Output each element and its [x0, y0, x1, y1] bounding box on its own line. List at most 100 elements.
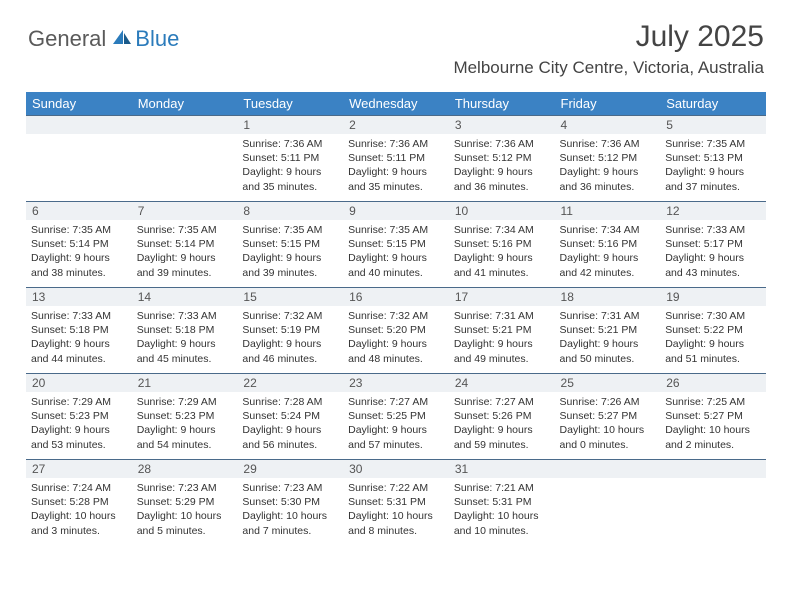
calendar-cell: 15Sunrise: 7:32 AMSunset: 5:19 PMDayligh…	[237, 287, 343, 373]
detail-line: Sunset: 5:12 PM	[454, 151, 550, 165]
detail-line: and 49 minutes.	[454, 352, 550, 366]
detail-line: Daylight: 9 hours	[137, 423, 233, 437]
detail-line: Sunset: 5:16 PM	[454, 237, 550, 251]
detail-line: Sunset: 5:15 PM	[242, 237, 338, 251]
detail-line: Sunrise: 7:33 AM	[665, 223, 761, 237]
detail-line: Daylight: 10 hours	[31, 509, 127, 523]
calendar-cell: 24Sunrise: 7:27 AMSunset: 5:26 PMDayligh…	[449, 373, 555, 459]
detail-line: Daylight: 9 hours	[242, 423, 338, 437]
detail-line: Daylight: 10 hours	[454, 509, 550, 523]
day-number: 29	[237, 459, 343, 478]
detail-line: Sunset: 5:23 PM	[137, 409, 233, 423]
detail-line: and 39 minutes.	[137, 266, 233, 280]
day-number: 12	[660, 201, 766, 220]
weekday-header-row: SundayMondayTuesdayWednesdayThursdayFrid…	[26, 92, 766, 115]
day-details: Sunrise: 7:24 AMSunset: 5:28 PMDaylight:…	[26, 478, 132, 564]
day-number: 17	[449, 287, 555, 306]
detail-line: Sunrise: 7:33 AM	[31, 309, 127, 323]
day-number-empty	[555, 459, 661, 478]
day-number: 21	[132, 373, 238, 392]
detail-line: and 5 minutes.	[137, 524, 233, 538]
day-number-empty	[132, 115, 238, 134]
day-number: 16	[343, 287, 449, 306]
calendar-cell: 20Sunrise: 7:29 AMSunset: 5:23 PMDayligh…	[26, 373, 132, 459]
brand-logo: General Blue	[28, 20, 179, 52]
detail-line: Daylight: 10 hours	[137, 509, 233, 523]
day-number: 20	[26, 373, 132, 392]
detail-line: Sunset: 5:22 PM	[665, 323, 761, 337]
calendar-week-row: 27Sunrise: 7:24 AMSunset: 5:28 PMDayligh…	[26, 459, 766, 545]
detail-line: and 3 minutes.	[31, 524, 127, 538]
detail-line: Sunset: 5:19 PM	[242, 323, 338, 337]
detail-line: Sunset: 5:21 PM	[560, 323, 656, 337]
calendar-cell: 21Sunrise: 7:29 AMSunset: 5:23 PMDayligh…	[132, 373, 238, 459]
detail-line: and 51 minutes.	[665, 352, 761, 366]
day-number: 6	[26, 201, 132, 220]
detail-line: and 59 minutes.	[454, 438, 550, 452]
day-number: 19	[660, 287, 766, 306]
detail-line: Sunrise: 7:23 AM	[137, 481, 233, 495]
page-header: General Blue July 2025 Melbourne City Ce…	[0, 0, 792, 84]
calendar-cell: 28Sunrise: 7:23 AMSunset: 5:29 PMDayligh…	[132, 459, 238, 545]
detail-line: and 39 minutes.	[242, 266, 338, 280]
detail-line: Sunrise: 7:36 AM	[454, 137, 550, 151]
day-number: 4	[555, 115, 661, 134]
detail-line: Daylight: 9 hours	[348, 423, 444, 437]
detail-line: and 56 minutes.	[242, 438, 338, 452]
detail-line: Daylight: 9 hours	[454, 251, 550, 265]
day-number: 31	[449, 459, 555, 478]
weekday-header: Wednesday	[343, 92, 449, 115]
day-number-empty	[660, 459, 766, 478]
calendar-cell: 7Sunrise: 7:35 AMSunset: 5:14 PMDaylight…	[132, 201, 238, 287]
calendar-cell: 17Sunrise: 7:31 AMSunset: 5:21 PMDayligh…	[449, 287, 555, 373]
detail-line: Sunrise: 7:24 AM	[31, 481, 127, 495]
detail-line: and 48 minutes.	[348, 352, 444, 366]
calendar-cell: 30Sunrise: 7:22 AMSunset: 5:31 PMDayligh…	[343, 459, 449, 545]
weekday-header: Saturday	[660, 92, 766, 115]
detail-line: and 36 minutes.	[560, 180, 656, 194]
detail-line: and 46 minutes.	[242, 352, 338, 366]
calendar-body: 1Sunrise: 7:36 AMSunset: 5:11 PMDaylight…	[26, 115, 766, 545]
detail-line: and 8 minutes.	[348, 524, 444, 538]
detail-line: Sunrise: 7:31 AM	[454, 309, 550, 323]
day-number: 7	[132, 201, 238, 220]
day-number: 1	[237, 115, 343, 134]
day-number: 22	[237, 373, 343, 392]
detail-line: Sunset: 5:31 PM	[348, 495, 444, 509]
detail-line: Sunrise: 7:21 AM	[454, 481, 550, 495]
detail-line: Sunrise: 7:35 AM	[31, 223, 127, 237]
detail-line: and 0 minutes.	[560, 438, 656, 452]
calendar-cell: 8Sunrise: 7:35 AMSunset: 5:15 PMDaylight…	[237, 201, 343, 287]
detail-line: Sunrise: 7:32 AM	[242, 309, 338, 323]
brand-part1: General	[28, 26, 106, 52]
day-number: 18	[555, 287, 661, 306]
calendar-cell: 27Sunrise: 7:24 AMSunset: 5:28 PMDayligh…	[26, 459, 132, 545]
day-number: 30	[343, 459, 449, 478]
detail-line: Sunrise: 7:31 AM	[560, 309, 656, 323]
detail-line: Sunrise: 7:34 AM	[560, 223, 656, 237]
detail-line: Sunset: 5:16 PM	[560, 237, 656, 251]
day-number: 3	[449, 115, 555, 134]
day-number: 24	[449, 373, 555, 392]
sail-icon	[111, 28, 133, 51]
day-number: 13	[26, 287, 132, 306]
detail-line: Sunset: 5:11 PM	[348, 151, 444, 165]
calendar-cell: 4Sunrise: 7:36 AMSunset: 5:12 PMDaylight…	[555, 115, 661, 201]
detail-line: Sunset: 5:31 PM	[454, 495, 550, 509]
calendar-cell: 9Sunrise: 7:35 AMSunset: 5:15 PMDaylight…	[343, 201, 449, 287]
detail-line: Sunset: 5:20 PM	[348, 323, 444, 337]
detail-line: Daylight: 9 hours	[348, 337, 444, 351]
detail-line: Sunrise: 7:33 AM	[137, 309, 233, 323]
detail-line: Sunrise: 7:36 AM	[242, 137, 338, 151]
detail-line: Sunset: 5:27 PM	[560, 409, 656, 423]
detail-line: Sunset: 5:17 PM	[665, 237, 761, 251]
detail-line: and 50 minutes.	[560, 352, 656, 366]
detail-line: Daylight: 10 hours	[348, 509, 444, 523]
detail-line: Sunrise: 7:36 AM	[348, 137, 444, 151]
detail-line: Sunrise: 7:26 AM	[560, 395, 656, 409]
detail-line: Sunset: 5:12 PM	[560, 151, 656, 165]
day-number: 8	[237, 201, 343, 220]
day-details: Sunrise: 7:23 AMSunset: 5:29 PMDaylight:…	[132, 478, 238, 564]
detail-line: Sunset: 5:27 PM	[665, 409, 761, 423]
detail-line: Sunset: 5:11 PM	[242, 151, 338, 165]
